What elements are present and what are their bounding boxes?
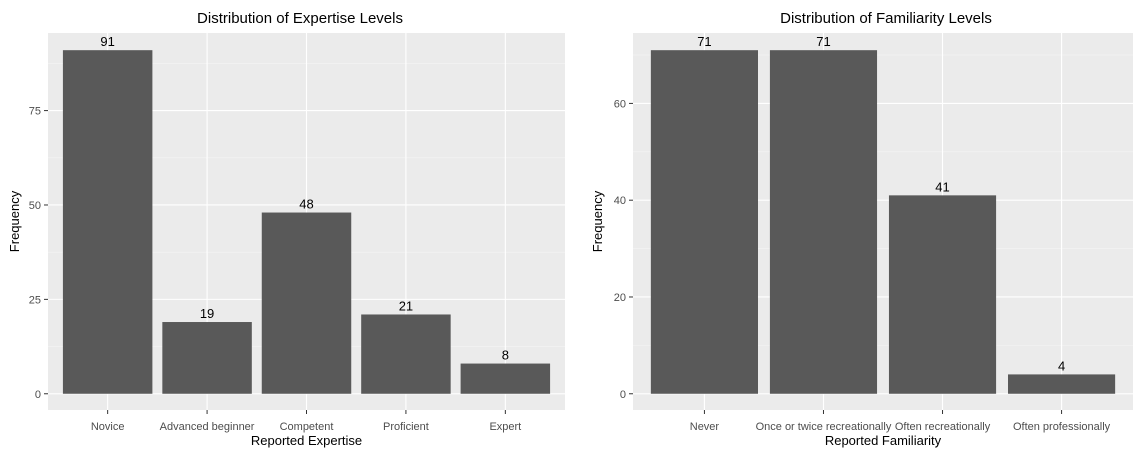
bar bbox=[769, 50, 878, 394]
y-tick-label: 50 bbox=[29, 200, 41, 212]
bar-series bbox=[62, 50, 551, 394]
x-axis-title: Reported Expertise bbox=[251, 433, 362, 448]
x-tick-label: Often recreationally bbox=[895, 421, 991, 433]
y-axis-title: Frequency bbox=[590, 190, 605, 252]
x-axis: Novice Advanced beginner Competent Proficie… bbox=[91, 410, 521, 433]
x-tick-label: Expert bbox=[489, 421, 521, 433]
data-label: 48 bbox=[299, 197, 313, 212]
x-tick-label: Never bbox=[690, 421, 720, 433]
x-tick-label: Proficient bbox=[383, 421, 429, 433]
bar bbox=[460, 363, 551, 394]
bar bbox=[361, 314, 451, 394]
chart-title: Distribution of Familiarity Levels bbox=[780, 10, 992, 27]
x-axis-title: Reported Familiarity bbox=[825, 433, 942, 448]
y-tick-label: 0 bbox=[620, 389, 626, 401]
x-tick-label: Often professionally bbox=[1013, 421, 1111, 433]
data-labels: 71 71 41 4 bbox=[697, 34, 1065, 373]
bar bbox=[162, 322, 252, 394]
x-tick-label: Competent bbox=[280, 421, 334, 433]
bar bbox=[1008, 374, 1116, 394]
data-label: 71 bbox=[816, 34, 830, 49]
bar bbox=[888, 195, 997, 394]
bar bbox=[62, 50, 153, 394]
data-label: 91 bbox=[100, 34, 114, 49]
x-tick-label: Advanced beginner bbox=[160, 421, 255, 433]
y-tick-label: 20 bbox=[614, 292, 626, 304]
bar bbox=[261, 212, 352, 394]
data-label: 19 bbox=[200, 306, 214, 321]
data-label: 21 bbox=[399, 298, 413, 313]
y-tick-label: 75 bbox=[29, 106, 41, 118]
y-tick-label: 0 bbox=[35, 389, 41, 401]
x-axis: Never Once or twice recreationally Often r… bbox=[690, 410, 1111, 433]
y-axis-title: Frequency bbox=[7, 190, 22, 252]
x-tick-label: Novice bbox=[91, 421, 125, 433]
data-labels: 91 19 48 21 8 bbox=[100, 34, 509, 362]
y-tick-label: 25 bbox=[29, 294, 41, 306]
bar bbox=[650, 50, 758, 394]
y-tick-label: 40 bbox=[614, 195, 626, 207]
bar-series bbox=[650, 50, 1116, 394]
data-label: 41 bbox=[935, 179, 949, 194]
data-label: 71 bbox=[697, 34, 711, 49]
x-tick-label: Once or twice recreationally bbox=[756, 421, 892, 433]
y-axis: 0 25 50 75 bbox=[29, 106, 48, 401]
chart-title: Distribution of Expertise Levels bbox=[197, 10, 403, 27]
y-axis: 0 20 40 60 bbox=[614, 98, 633, 401]
y-tick-label: 60 bbox=[614, 98, 626, 110]
data-label: 8 bbox=[502, 348, 509, 363]
expertise-chart: Distribution of Expertise Levels 91 19 48 2… bbox=[7, 10, 565, 448]
data-label: 4 bbox=[1058, 358, 1065, 373]
familiarity-chart: Distribution of Familiarity Levels 71 71 4… bbox=[590, 10, 1133, 448]
